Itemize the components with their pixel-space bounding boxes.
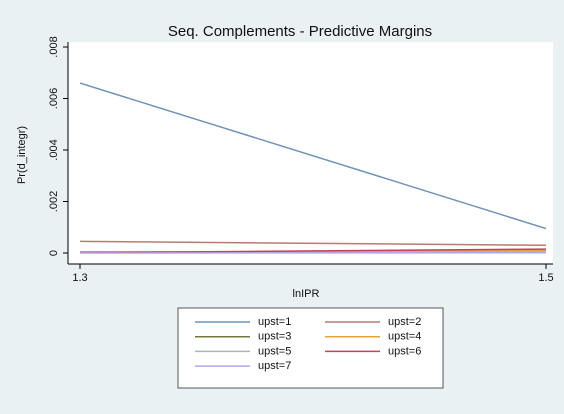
series-line	[79, 82, 547, 230]
legend-label: upst=1	[258, 316, 291, 328]
chart-title: Seq. Complements - Predictive Margins	[168, 23, 432, 40]
y-tick-label: .006	[48, 88, 60, 109]
legend-label: upst=2	[388, 316, 421, 328]
y-tick-label: 0	[48, 250, 60, 256]
x-tick-label: 1.3	[72, 272, 87, 284]
plot-area	[68, 42, 553, 264]
y-tick-label: .004	[48, 139, 60, 160]
x-axis-label: lnIPR	[293, 288, 320, 300]
legend-label: upst=7	[258, 360, 291, 372]
series-line	[79, 248, 547, 254]
legend-label: upst=5	[258, 345, 291, 357]
y-tick-label: .008	[48, 36, 60, 57]
y-tick-label: .002	[48, 191, 60, 212]
x-tick-label: 1.5	[538, 272, 553, 284]
y-axis-label: Pr(d_integr)	[16, 126, 28, 184]
legend-label: upst=4	[388, 331, 421, 343]
legend-label: upst=3	[258, 331, 291, 343]
legend-label: upst=6	[388, 345, 421, 357]
series-line	[79, 240, 547, 247]
